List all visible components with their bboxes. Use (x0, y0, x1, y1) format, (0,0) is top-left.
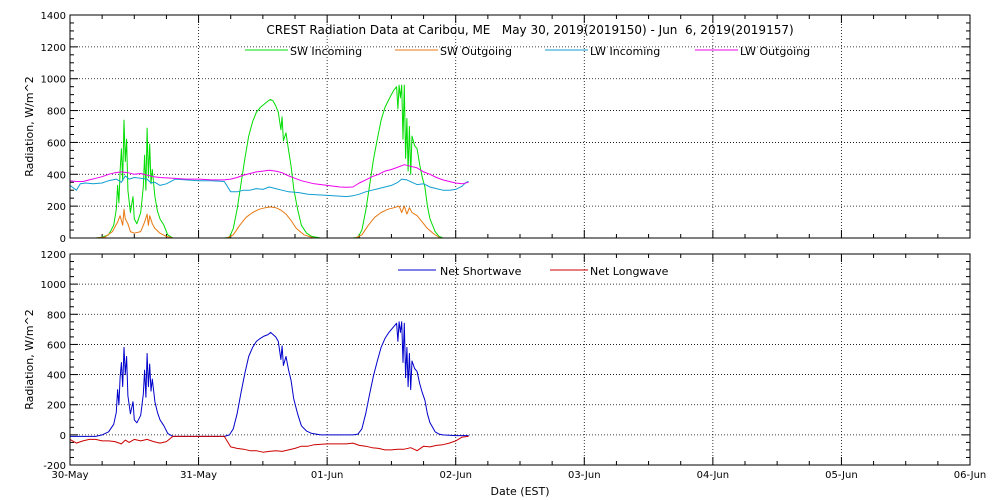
y-tick-label: 600 (47, 138, 66, 149)
top-panel-frame (69, 14, 971, 239)
y-tick-label: 1200 (41, 250, 66, 261)
legend-label-sw-incoming: SW Incoming (290, 45, 362, 58)
x-tick-label: 30-May (51, 470, 88, 481)
y-tick-label: 1400 (41, 11, 66, 22)
y-tick-label: -200 (43, 461, 66, 472)
series-line-sw-outgoing (95, 205, 441, 239)
y-tick-label: 200 (47, 401, 66, 412)
y-tick-label: 400 (47, 371, 66, 382)
legend-label-sw-outgoing: SW Outgoing (440, 45, 512, 58)
x-tick-label: 06-Jun (954, 470, 987, 481)
x-tick-label: 04-Jun (697, 470, 730, 481)
chart-title: CREST Radiation Data at Caribou, ME May … (266, 23, 793, 37)
x-tick-label: 01-Jun (311, 470, 344, 481)
y-tick-label: 0 (60, 431, 66, 442)
y-tick-label: 1200 (41, 43, 66, 54)
series-line-net-shortwave (70, 321, 469, 437)
bottom-panel-legend: Net Shortwave Net Longwave (398, 265, 669, 278)
y-tick-label: 200 (47, 202, 66, 213)
y-tick-label: 600 (47, 340, 66, 351)
y-tick-label: 1000 (41, 280, 66, 291)
bottom-panel-ticks (69, 253, 971, 466)
y-tick-label: 400 (47, 170, 66, 181)
bottom-panel-frame (69, 253, 971, 466)
series-line-lw-outgoing (69, 164, 469, 188)
legend-label-lw-incoming: LW Incoming (590, 45, 660, 58)
top-panel-series (69, 84, 469, 239)
series-line-net-longwave (69, 435, 469, 453)
x-tick-label: 03-Jun (568, 470, 601, 481)
top-panel-legend: SW Incoming SW Outgoing LW Incoming LW O… (245, 45, 810, 58)
series-line-sw-incoming (95, 84, 444, 239)
top-panel-ylabel: Radiation, W/m^2 (23, 76, 36, 177)
bottom-panel-tick-labels: -200 0 200 400 600 800 1000 1200 30-May 31-May 01-… (41, 250, 987, 481)
legend-label-lw-outgoing: LW Outgoing (740, 45, 810, 58)
y-tick-label: 800 (47, 107, 66, 118)
bottom-panel: -200 0 200 400 600 800 1000 1200 30-May 31-May 01-… (23, 250, 986, 498)
legend-label-net-shortwave: Net Shortwave (440, 265, 522, 278)
y-tick-label: 0 (60, 234, 66, 245)
legend-label-net-longwave: Net Longwave (590, 265, 669, 278)
bottom-panel-ylabel: Radiation, W/m^2 (23, 309, 36, 410)
x-tick-label: 05-Jun (825, 470, 858, 481)
top-panel: 0 200 400 600 800 1000 1200 1400 Radiation, W/m… (23, 11, 971, 245)
y-tick-label: 800 (47, 310, 66, 321)
x-axis-title: Date (EST) (490, 485, 549, 498)
top-panel-tick-labels: 0 200 400 600 800 1000 1200 1400 (41, 11, 66, 245)
x-tick-label: 31-May (180, 470, 217, 481)
top-panel-grid (70, 15, 970, 238)
series-line-lw-incoming (69, 175, 469, 198)
bottom-panel-grid (70, 254, 970, 465)
y-tick-label: 1000 (41, 75, 66, 86)
x-tick-label: 02-Jun (439, 470, 472, 481)
bottom-panel-series (69, 321, 469, 453)
